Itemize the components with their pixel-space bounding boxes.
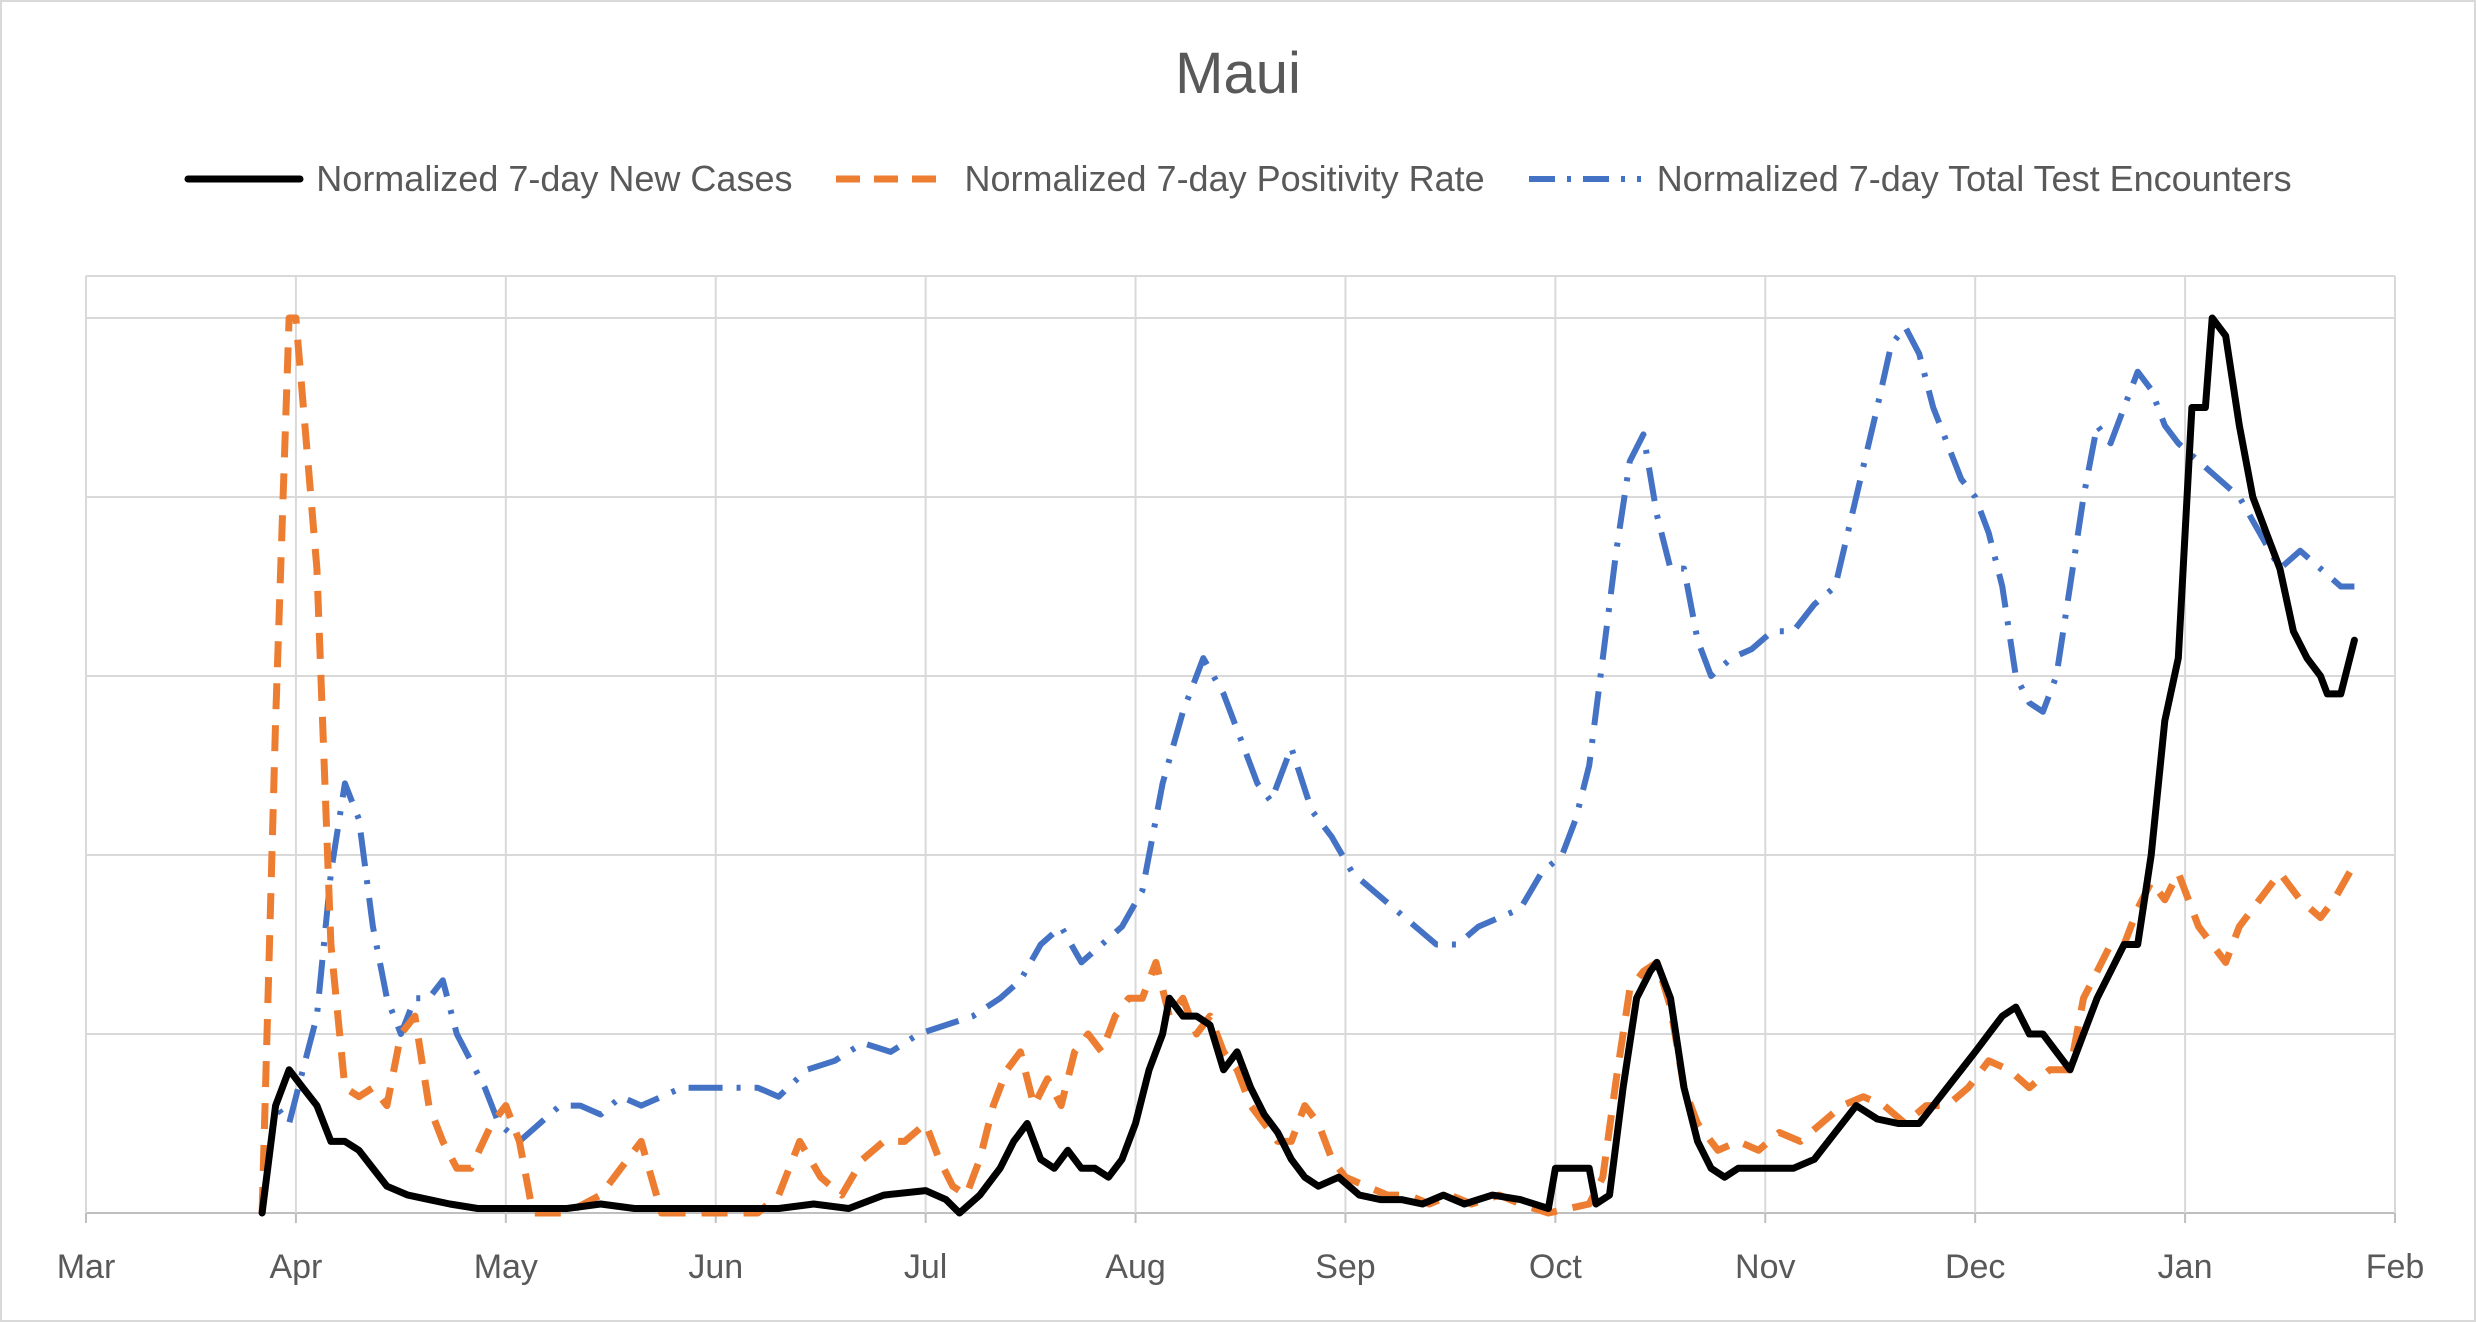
x-tick-label-jun: Jun: [688, 1248, 743, 1286]
chart-title: Maui: [1175, 41, 1301, 106]
x-tick-label-feb: Feb: [2366, 1248, 2425, 1286]
x-tick-label-jan: Jan: [2158, 1248, 2213, 1286]
legend-swatch-new-cases: [184, 175, 304, 183]
legend-swatch-positivity: [836, 175, 949, 183]
legend-item-new-cases: Normalized 7-day New Cases: [184, 158, 792, 200]
legend-swatch-test-encounters: [1528, 176, 1641, 182]
legend-label-positivity: Normalized 7-day Positivity Rate: [964, 158, 1485, 199]
x-tick-label-aug: Aug: [1105, 1248, 1166, 1286]
series-line-0: [258, 314, 2358, 1217]
x-tick-label-jul: Jul: [904, 1248, 947, 1286]
legend: Normalized 7-day New Cases Normalized 7-…: [0, 158, 2476, 200]
x-tick-label-sep: Sep: [1315, 1248, 1376, 1286]
x-tick-label-oct: Oct: [1529, 1248, 1582, 1286]
legend-label-test-encounters: Normalized 7-day Total Test Encounters: [1656, 158, 2292, 199]
legend-item-test-encounters: Normalized 7-day Total Test Encounters: [1525, 158, 2292, 200]
x-tick-label-dec: Dec: [1945, 1248, 2005, 1286]
legend-item-positivity: Normalized 7-day Positivity Rate: [832, 158, 1485, 200]
x-tick-label-may: May: [474, 1248, 538, 1286]
x-tick-label-nov: Nov: [1735, 1248, 1795, 1286]
series-line-2: [259, 324, 2355, 1214]
series-line-1: [258, 314, 2358, 1217]
x-tick-label-mar: Mar: [57, 1248, 116, 1286]
legend-label-new-cases: Normalized 7-day New Cases: [316, 158, 793, 199]
x-tick-label-apr: Apr: [269, 1248, 322, 1286]
